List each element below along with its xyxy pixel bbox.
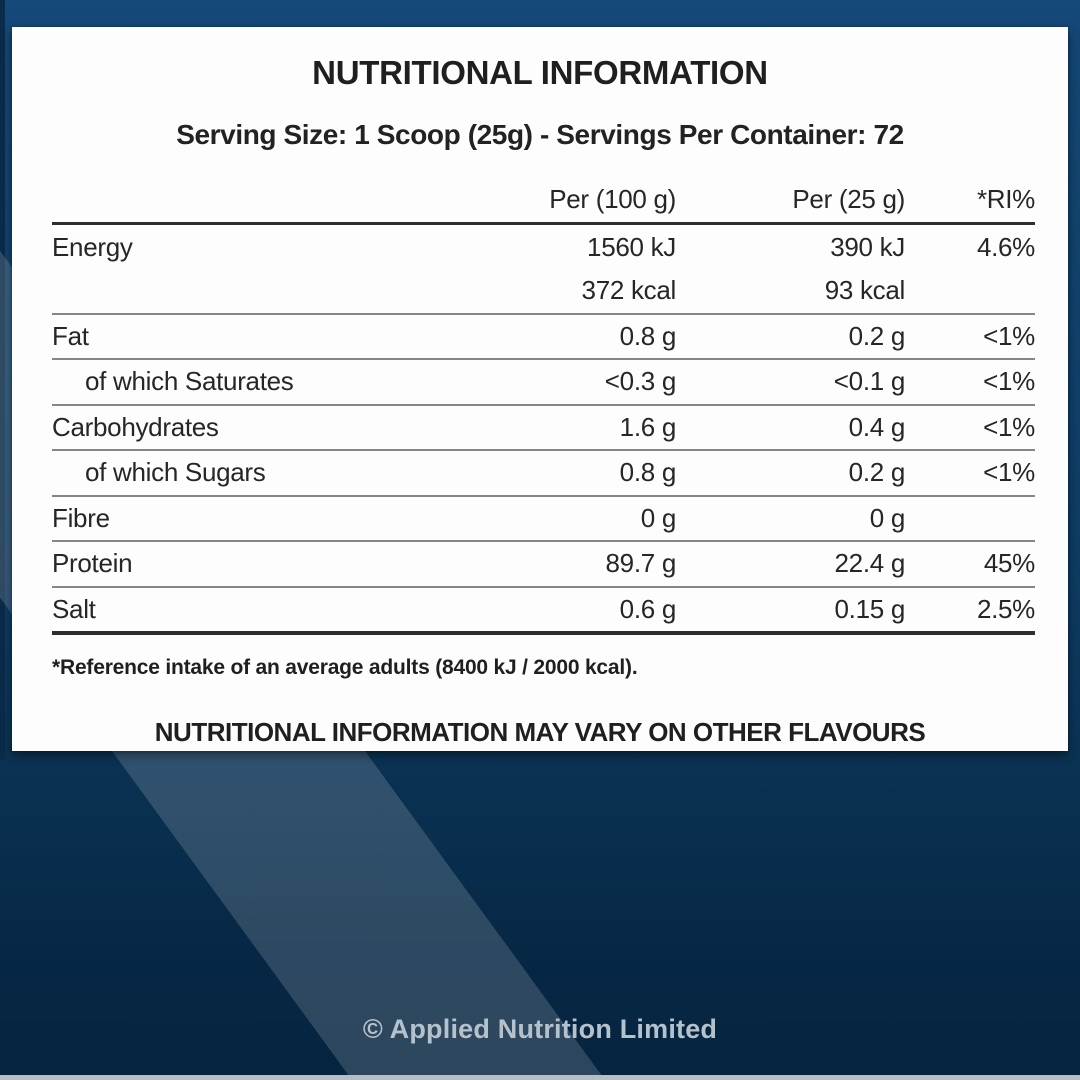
cell-per-100g: 89.7 g bbox=[605, 548, 677, 579]
cell-ri-percent: 2.5% bbox=[976, 593, 1035, 624]
row-label: of which Saturates bbox=[85, 366, 294, 397]
reference-footnote: *Reference intake of an average adults (… bbox=[52, 656, 638, 679]
cell-ri-percent: <1% bbox=[983, 457, 1035, 488]
bottom-strip bbox=[0, 1075, 1080, 1080]
col-header-ri-percent: *RI% bbox=[976, 184, 1035, 214]
cell-per-100g: <0.3 g bbox=[604, 366, 677, 397]
table-row-saturates: of which Saturates <0.3 g <0.1 g <1% bbox=[52, 360, 1035, 406]
cell-per-100g: 1.6 g bbox=[619, 411, 677, 442]
row-label: Salt bbox=[52, 593, 96, 624]
col-header-per-100g: Per (100 g) bbox=[549, 184, 676, 214]
cell-per-25g: 22.4 g bbox=[834, 548, 906, 579]
panel-title: NUTRITIONAL INFORMATION bbox=[312, 54, 768, 91]
cell-per-25g: 390 kJ bbox=[830, 231, 905, 262]
table-row-energy-kcal: 372 kcal 93 kcal bbox=[52, 269, 1035, 315]
cell-ri-percent: <1% bbox=[983, 320, 1035, 351]
cell-per-100g: 0.6 g bbox=[619, 593, 677, 624]
table-row-sugars: of which Sugars 0.8 g 0.2 g <1% bbox=[52, 451, 1035, 497]
row-label: Fat bbox=[52, 320, 89, 351]
cell-per-25g: 93 kcal bbox=[824, 275, 906, 306]
cell-per-25g: 0.15 g bbox=[834, 593, 906, 624]
cell-per-100g: 0.8 g bbox=[619, 457, 677, 488]
row-label: Protein bbox=[52, 548, 133, 579]
cell-per-100g: 1560 kJ bbox=[587, 231, 676, 262]
cell-per-100g: 0.8 g bbox=[619, 320, 677, 351]
cell-per-25g: <0.1 g bbox=[833, 366, 906, 397]
row-label: of which Sugars bbox=[85, 457, 266, 488]
nutrition-table: Per (100 g) Per (25 g) *RI% Energy 1560 … bbox=[52, 184, 1035, 635]
cell-per-25g: 0.2 g bbox=[848, 320, 906, 351]
table-row-energy-kj: Energy 1560 kJ 390 kJ 4.6% bbox=[52, 225, 1035, 269]
table-row-fat: Fat 0.8 g 0.2 g <1% bbox=[52, 315, 1035, 360]
table-row-fibre: Fibre 0 g 0 g bbox=[52, 497, 1035, 542]
col-header-blank bbox=[52, 215, 412, 222]
serving-size-line: Serving Size: 1 Scoop (25g) - Servings P… bbox=[176, 119, 904, 150]
nutrition-panel: NUTRITIONAL INFORMATION Serving Size: 1 … bbox=[12, 27, 1068, 751]
cell-ri-percent: <1% bbox=[983, 411, 1035, 442]
left-edge-strip bbox=[0, 0, 5, 760]
col-header-per-25g: Per (25 g) bbox=[792, 184, 905, 214]
table-row-salt: Salt 0.6 g 0.15 g 2.5% bbox=[52, 588, 1035, 635]
cell-per-100g: 372 kcal bbox=[581, 275, 677, 306]
cell-per-25g: 0.2 g bbox=[848, 457, 906, 488]
cell-per-100g: 0 g bbox=[640, 502, 677, 533]
cell-ri-percent: 45% bbox=[983, 548, 1035, 579]
cell-ri-percent: 4.6% bbox=[976, 231, 1035, 262]
row-label: Fibre bbox=[52, 502, 110, 533]
cell-ri-percent: <1% bbox=[983, 366, 1035, 397]
cell-per-25g: 0 g bbox=[869, 502, 906, 533]
row-label: Energy bbox=[52, 231, 133, 262]
table-row-carbohydrates: Carbohydrates 1.6 g 0.4 g <1% bbox=[52, 406, 1035, 451]
row-label: Carbohydrates bbox=[52, 411, 219, 442]
copyright-text: © Applied Nutrition Limited bbox=[362, 1014, 718, 1044]
cell-per-25g: 0.4 g bbox=[848, 411, 906, 442]
table-header-row: Per (100 g) Per (25 g) *RI% bbox=[52, 184, 1035, 225]
flavour-variation-note: NUTRITIONAL INFORMATION MAY VARY ON OTHE… bbox=[154, 717, 926, 747]
table-row-protein: Protein 89.7 g 22.4 g 45% bbox=[52, 542, 1035, 588]
